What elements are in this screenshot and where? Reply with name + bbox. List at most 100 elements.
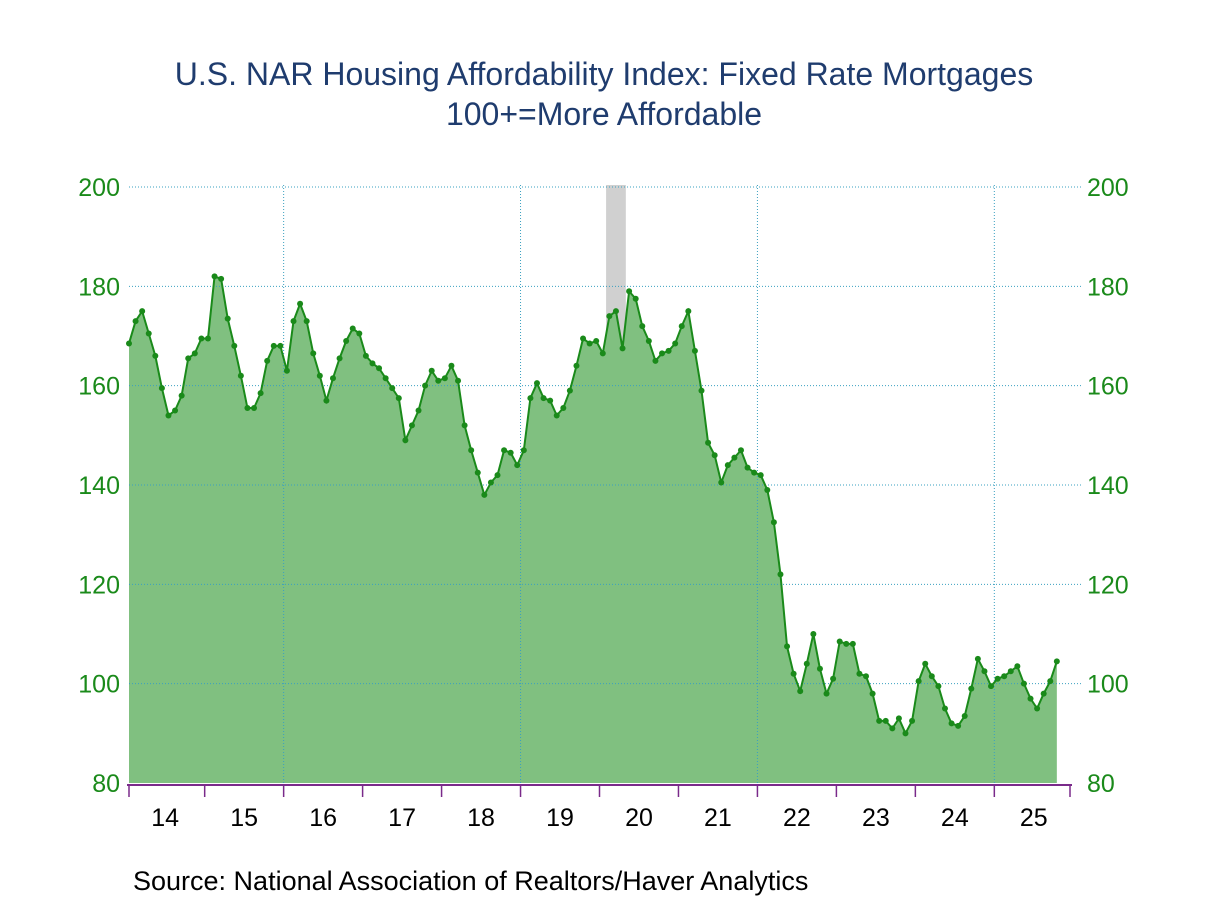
data-point-0 [126, 340, 132, 347]
data-point-135 [1014, 663, 1021, 670]
data-point-95 [751, 469, 758, 476]
data-point-58 [507, 449, 514, 456]
x-tick-label-20: 20 [625, 804, 653, 832]
data-point-7 [172, 407, 179, 414]
data-point-55 [487, 479, 494, 486]
data-point-54 [481, 491, 488, 498]
data-point-56 [494, 472, 501, 479]
y-tick-left-160: 160 [78, 373, 120, 401]
y-tick-right-100: 100 [1087, 671, 1129, 699]
y-tick-right-180: 180 [1087, 273, 1129, 301]
data-point-97 [764, 486, 771, 493]
data-point-30 [323, 397, 330, 404]
data-point-122 [928, 673, 935, 680]
data-point-108 [836, 638, 843, 645]
data-point-136 [1020, 680, 1027, 687]
data-point-72 [599, 350, 606, 357]
data-point-96 [757, 472, 764, 479]
data-point-62 [533, 380, 540, 387]
data-point-113 [869, 690, 876, 697]
data-point-126 [955, 722, 962, 729]
data-point-101 [790, 670, 797, 677]
data-point-42 [402, 437, 409, 444]
data-point-94 [744, 464, 751, 471]
x-tick-label-19: 19 [546, 804, 574, 832]
x-tick-label-17: 17 [388, 804, 416, 832]
data-point-2 [139, 308, 146, 315]
data-point-141 [1053, 658, 1060, 665]
data-point-16 [231, 342, 238, 349]
data-point-127 [961, 712, 968, 719]
data-point-110 [849, 640, 856, 647]
data-point-21 [264, 357, 271, 364]
data-point-121 [922, 660, 929, 667]
data-point-80 [652, 357, 659, 364]
data-point-130 [981, 668, 988, 675]
x-tick-label-14: 14 [151, 804, 179, 832]
x-tick-label-25: 25 [1020, 804, 1048, 832]
data-point-8 [178, 392, 185, 399]
data-point-118 [902, 730, 909, 737]
data-point-137 [1027, 695, 1034, 702]
data-point-66 [560, 405, 567, 412]
data-point-140 [1047, 678, 1054, 685]
data-point-105 [816, 665, 823, 672]
data-point-61 [527, 395, 534, 402]
data-point-74 [612, 308, 619, 315]
y-tick-left-180: 180 [78, 273, 120, 301]
data-point-85 [685, 308, 692, 315]
data-point-34 [349, 325, 356, 332]
y-tick-left-100: 100 [78, 671, 120, 699]
data-point-100 [784, 643, 791, 650]
data-point-24 [283, 367, 290, 374]
data-point-39 [382, 375, 389, 382]
x-tick-label-24: 24 [941, 804, 969, 832]
data-point-20 [257, 390, 264, 397]
data-point-76 [626, 288, 633, 295]
data-point-4 [152, 352, 159, 359]
data-point-68 [573, 362, 580, 369]
data-point-107 [830, 675, 837, 682]
data-point-104 [810, 631, 817, 637]
data-point-123 [935, 683, 942, 690]
data-point-116 [889, 725, 896, 732]
data-point-114 [876, 717, 883, 724]
data-point-27 [303, 318, 310, 325]
data-point-53 [474, 469, 481, 476]
data-point-36 [362, 352, 369, 359]
data-point-35 [356, 330, 363, 337]
data-point-99 [777, 571, 784, 578]
series-area [129, 276, 1057, 783]
data-point-106 [823, 690, 830, 697]
data-point-14 [218, 275, 225, 282]
data-point-90 [718, 479, 725, 486]
data-point-5 [158, 385, 165, 392]
data-point-70 [586, 340, 593, 347]
data-point-92 [731, 454, 738, 461]
data-point-25 [290, 318, 297, 325]
data-point-102 [797, 688, 804, 695]
y-tick-right-200: 200 [1087, 174, 1129, 202]
data-point-119 [909, 717, 916, 724]
y-tick-right-140: 140 [1087, 472, 1129, 500]
data-point-6 [165, 412, 172, 419]
data-point-26 [297, 300, 304, 307]
data-point-81 [659, 350, 666, 357]
data-point-43 [408, 422, 415, 429]
data-point-49 [448, 362, 455, 369]
data-point-11 [198, 335, 205, 342]
data-point-128 [968, 685, 975, 692]
data-point-13 [211, 273, 218, 280]
series-line [128, 275, 1058, 736]
y-tick-left-200: 200 [78, 174, 120, 202]
data-point-9 [185, 355, 192, 362]
data-point-50 [455, 377, 462, 384]
data-point-75 [619, 345, 626, 352]
data-point-71 [593, 337, 600, 344]
data-point-125 [948, 720, 955, 727]
data-point-17 [237, 372, 244, 379]
data-point-88 [705, 439, 712, 446]
source-note: Source: National Association of Realtors… [133, 866, 809, 896]
data-point-65 [553, 412, 560, 419]
